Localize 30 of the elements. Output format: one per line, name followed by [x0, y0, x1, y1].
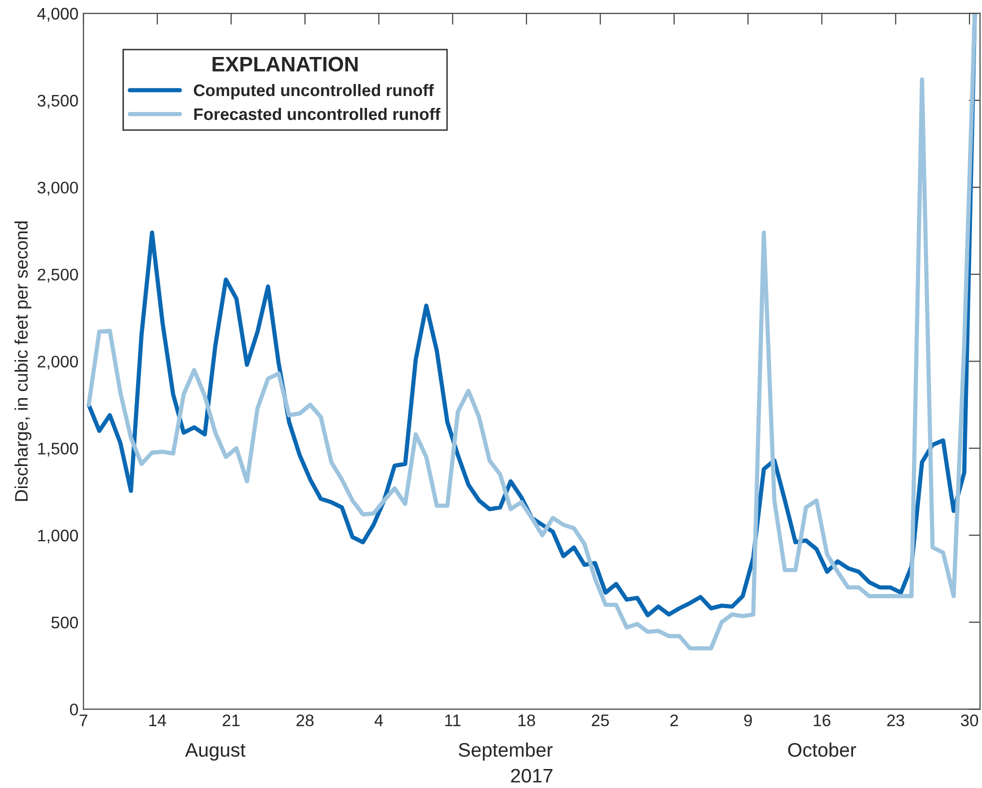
x-axis-title: 2017: [511, 768, 552, 783]
text: September: [458, 742, 553, 761]
y-tick-label: 2,500: [38, 268, 78, 282]
legend-title: EXPLANATION: [212, 56, 358, 72]
x-tick-label: 28: [296, 714, 314, 726]
y-tick-label: 1,000: [38, 530, 78, 544]
y-tick-label: 1,500: [38, 442, 78, 456]
y-axis-title: Discharge, in cubic feet per second: [14, 221, 32, 501]
x-tick-label: 16: [814, 714, 830, 726]
x-tick-label: 4: [374, 714, 383, 726]
x-tick-label: 14: [149, 714, 166, 726]
x-tick-label: 9: [744, 714, 752, 726]
text: October: [788, 742, 856, 757]
x-tick-label: 18: [518, 714, 536, 726]
x-tick-label: 7: [80, 714, 88, 726]
y-tick-label: 500: [51, 616, 78, 628]
x-tick-label: 2: [670, 714, 678, 726]
text: August: [185, 743, 246, 761]
x-tick-label: 30: [960, 714, 978, 726]
legend-label: Computed uncontrolled runoff: [194, 84, 434, 100]
y-tick-label: 0: [70, 704, 78, 716]
y-tick-label: 2,000: [38, 356, 78, 370]
y-tick-label: 4,000: [37, 8, 78, 22]
x-tick-label: 23: [887, 714, 904, 726]
x-tick-label: 11: [445, 714, 460, 726]
x-tick-label: 21: [222, 714, 240, 726]
y-tick-label: 3,500: [38, 94, 78, 109]
legend-label: Forecasted uncontrolled runoff: [194, 108, 440, 120]
y-tick-label: 3,000: [38, 182, 78, 196]
x-tick-label: 25: [592, 714, 609, 726]
